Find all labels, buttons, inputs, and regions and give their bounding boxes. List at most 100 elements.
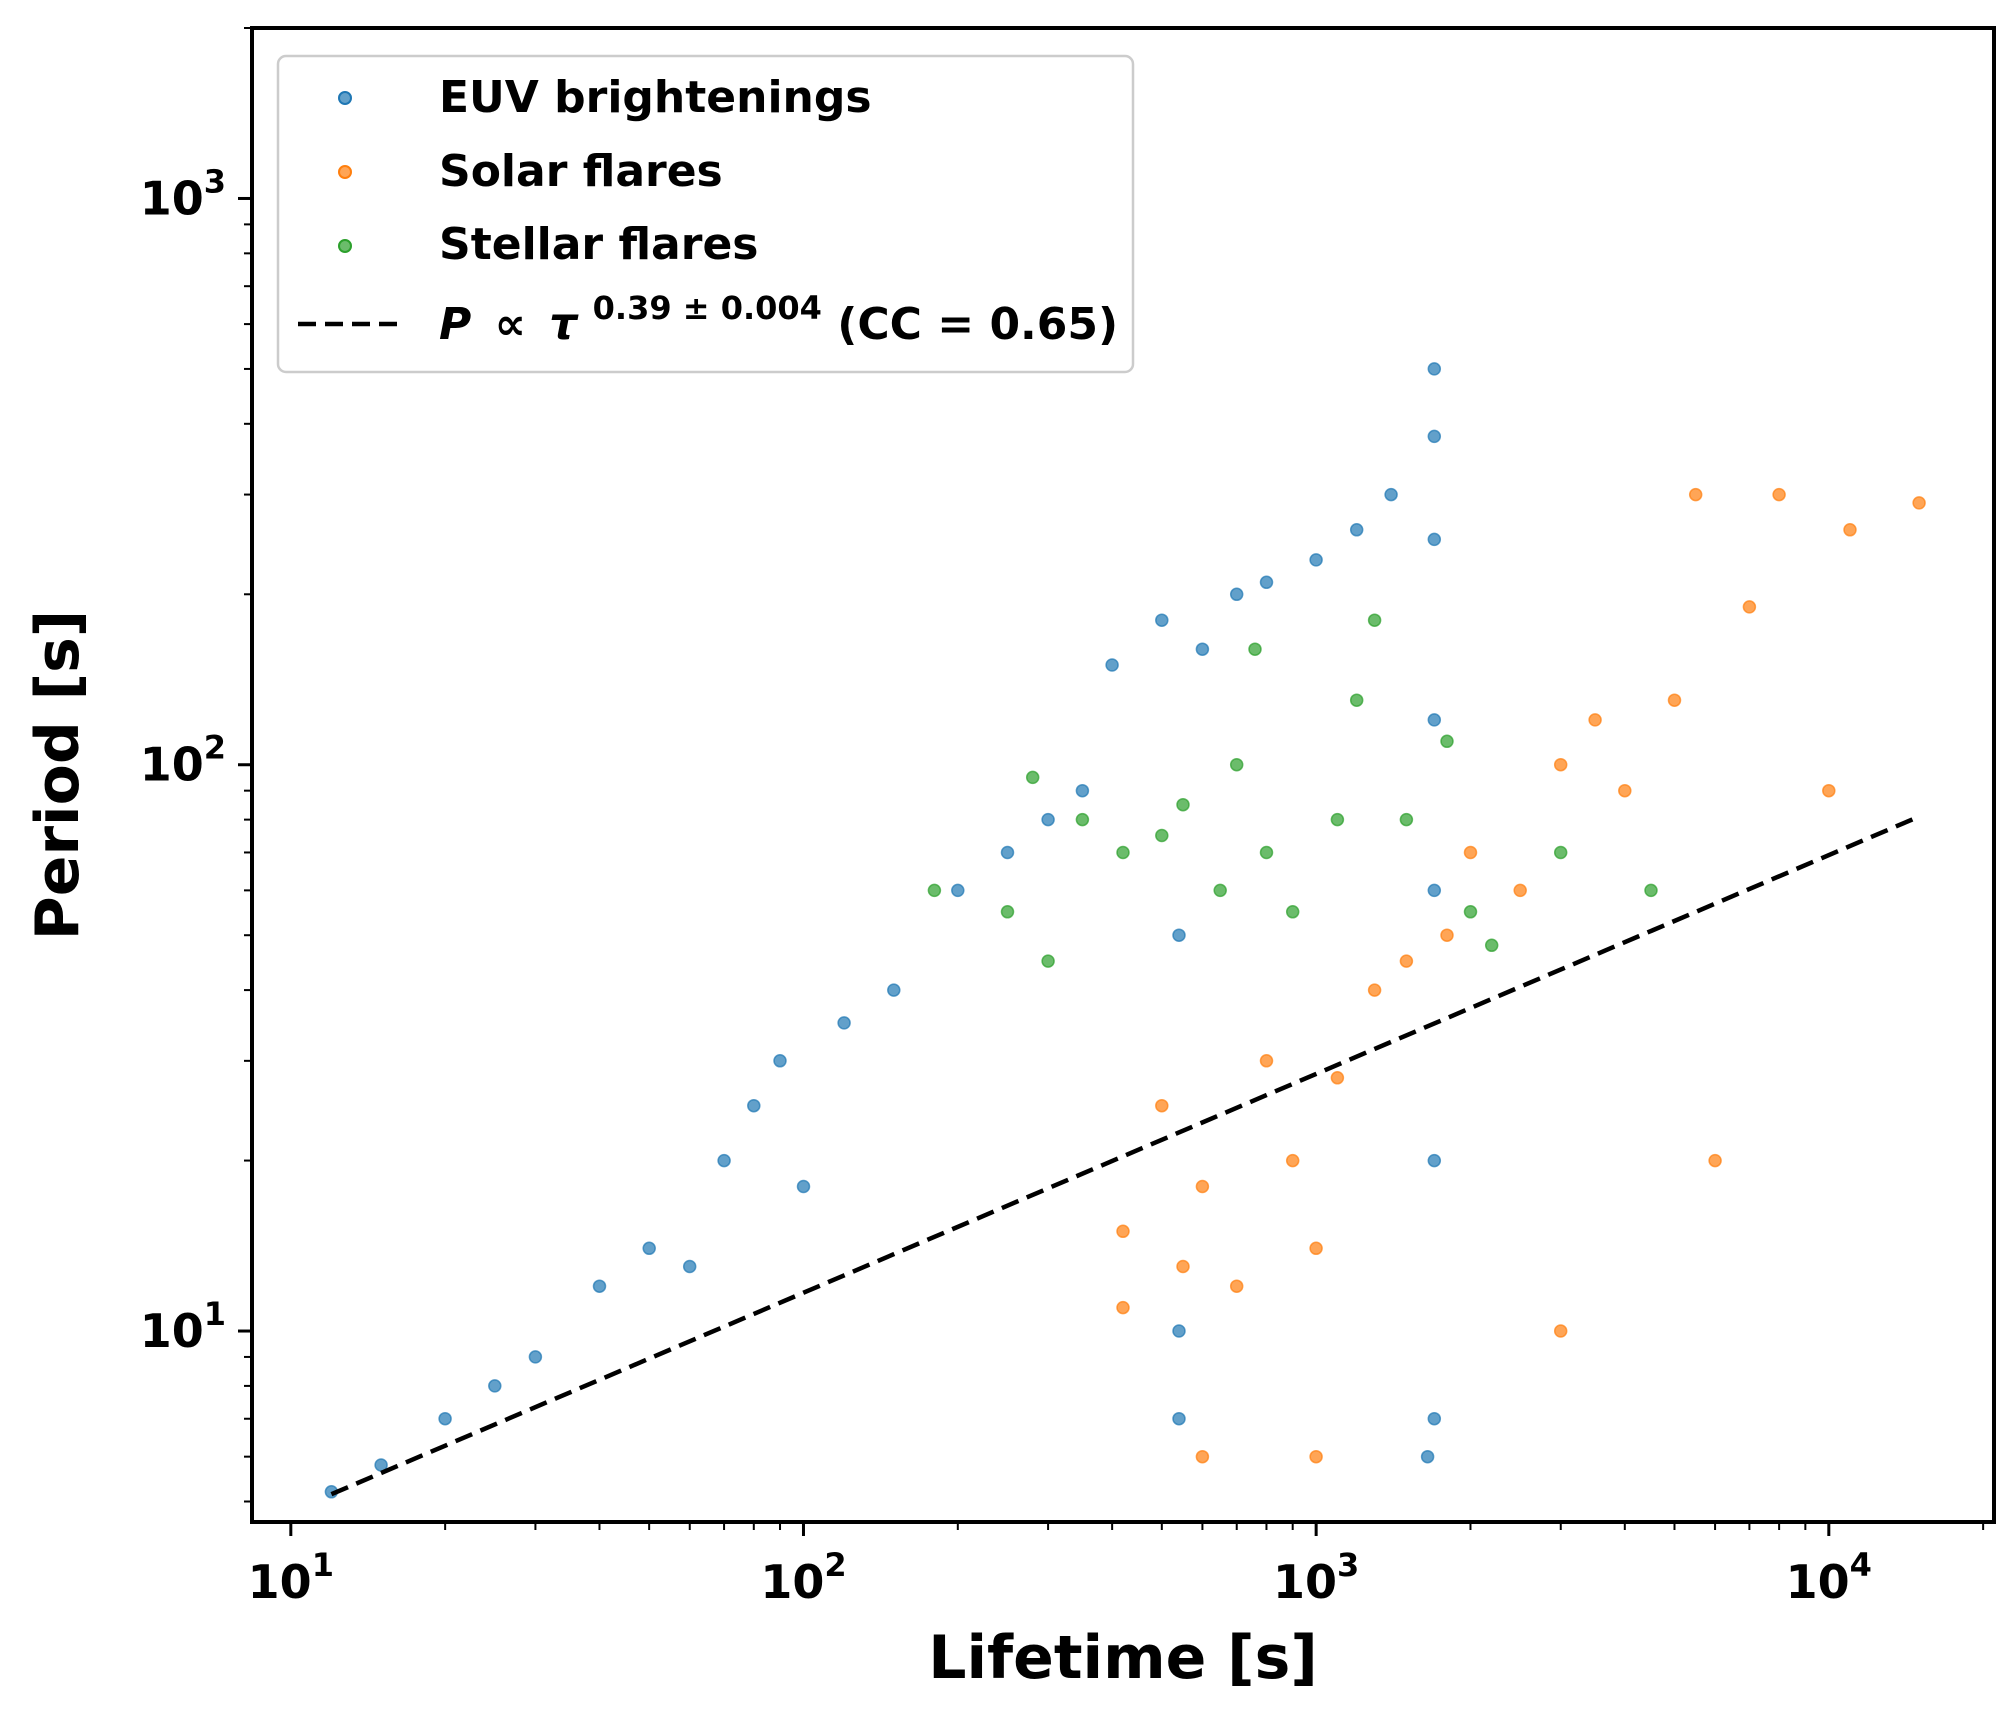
legend: EUV brightenings Solar flares Stellar fl… [276, 54, 1135, 374]
point-stellar-flares [1349, 693, 1364, 707]
point-solar-flares [1229, 1279, 1244, 1293]
point-stellar-flares [1463, 905, 1478, 919]
legend-marker-stellar [338, 239, 352, 253]
point-stellar-flares [1000, 905, 1015, 919]
point-euv-brightenings [717, 1153, 731, 1168]
point-euv-brightenings [951, 883, 965, 898]
point-stellar-flares [1041, 954, 1055, 968]
point-solar-flares [1667, 693, 1682, 707]
y-axis-label: Period [s] [23, 610, 93, 940]
point-solar-flares [1463, 845, 1478, 860]
point-euv-brightenings [1427, 429, 1442, 444]
point-solar-flares [1440, 928, 1454, 942]
x-axis-ticks: 101 102 103 104 [248, 1522, 1985, 1609]
scatter-points [324, 362, 1926, 1499]
y-tick-label: 103 [140, 162, 226, 225]
point-euv-brightenings [642, 1241, 656, 1256]
point-stellar-flares [1259, 845, 1274, 860]
point-solar-flares [1772, 487, 1786, 502]
point-stellar-flares [1553, 845, 1568, 860]
point-stellar-flares [1075, 812, 1090, 827]
point-stellar-flares [1644, 883, 1658, 898]
point-stellar-flares [1484, 938, 1499, 953]
fit-line [330, 814, 1920, 1497]
point-euv-brightenings [528, 1350, 543, 1364]
point-solar-flares [1513, 883, 1527, 898]
x-tick-label: 103 [1273, 1546, 1359, 1609]
point-euv-brightenings [1427, 532, 1442, 547]
point-euv-brightenings [837, 1016, 851, 1030]
point-stellar-flares [1440, 734, 1454, 749]
point-stellar-flares [1176, 797, 1190, 812]
point-solar-flares [1195, 1179, 1210, 1194]
x-tick-label: 102 [760, 1546, 846, 1609]
point-stellar-flares [1285, 905, 1300, 919]
point-solar-flares [1116, 1224, 1130, 1239]
point-solar-flares [1742, 600, 1757, 614]
point-euv-brightenings [1105, 658, 1119, 672]
legend-label-solar: Solar flares [439, 146, 723, 197]
point-stellar-flares [1330, 812, 1345, 827]
point-euv-brightenings [1155, 613, 1169, 627]
point-euv-brightenings [488, 1379, 502, 1393]
point-euv-brightenings [1427, 1153, 1442, 1168]
legend-label-stellar: Stellar flares [439, 219, 758, 270]
point-euv-brightenings [1427, 362, 1442, 376]
point-euv-brightenings [1309, 553, 1323, 567]
legend-label-fit: P ∝ τ 0.39 ± 0.004 (CC = 0.65) [439, 279, 1118, 350]
point-euv-brightenings [1172, 1411, 1186, 1426]
point-euv-brightenings [887, 983, 901, 997]
legend-marker-solar [338, 165, 352, 179]
point-solar-flares [1367, 983, 1382, 997]
fit-propto: ∝ [495, 299, 526, 350]
point-euv-brightenings [796, 1179, 811, 1194]
point-solar-flares [1399, 954, 1414, 968]
point-solar-flares [1553, 1324, 1568, 1338]
point-euv-brightenings [747, 1098, 761, 1113]
point-euv-brightenings [1229, 587, 1244, 602]
point-stellar-flares [927, 883, 942, 898]
point-solar-flares [1588, 713, 1602, 727]
fit-p: P [439, 299, 471, 350]
point-euv-brightenings [1427, 1411, 1442, 1426]
point-stellar-flares [1399, 812, 1414, 827]
point-solar-flares [1285, 1153, 1300, 1168]
y-tick-label: 101 [140, 1295, 226, 1358]
fit-tau: τ [549, 299, 579, 350]
point-stellar-flares [1155, 828, 1169, 843]
x-tick-label: 101 [248, 1546, 334, 1609]
point-euv-brightenings [773, 1054, 787, 1068]
y-axis-ticks: 101 102 103 [140, 27, 252, 1503]
point-euv-brightenings [1041, 812, 1055, 827]
legend-label-euv: EUV brightenings [439, 72, 872, 123]
point-euv-brightenings [1427, 883, 1442, 898]
plot-frame [250, 26, 1996, 1524]
point-solar-flares [1822, 783, 1836, 798]
point-stellar-flares [1229, 757, 1244, 772]
point-euv-brightenings [1172, 928, 1186, 942]
legend-marker-euv [338, 91, 352, 105]
point-solar-flares [1912, 496, 1926, 510]
point-euv-brightenings [1195, 642, 1210, 656]
point-solar-flares [1330, 1071, 1345, 1085]
point-stellar-flares [1025, 770, 1040, 785]
point-solar-flares [1195, 1449, 1210, 1464]
x-axis-label: Lifetime [s] [928, 1623, 1318, 1693]
point-euv-brightenings [682, 1259, 697, 1274]
point-stellar-flares [1213, 883, 1227, 898]
point-solar-flares [1116, 1300, 1130, 1315]
point-euv-brightenings [1172, 1324, 1186, 1338]
point-solar-flares [1309, 1449, 1323, 1464]
point-euv-brightenings [1000, 845, 1015, 860]
point-euv-brightenings [1420, 1449, 1435, 1464]
fit-exponent: 0.39 ± 0.004 [593, 289, 822, 327]
point-solar-flares [1176, 1259, 1190, 1274]
point-euv-brightenings [1259, 575, 1274, 590]
fit-cc: (CC = 0.65) [837, 299, 1118, 350]
point-solar-flares [1309, 1241, 1323, 1256]
point-euv-brightenings [1427, 713, 1442, 727]
point-solar-flares [1843, 523, 1857, 537]
point-euv-brightenings [1384, 487, 1398, 502]
point-solar-flares [1708, 1153, 1722, 1168]
